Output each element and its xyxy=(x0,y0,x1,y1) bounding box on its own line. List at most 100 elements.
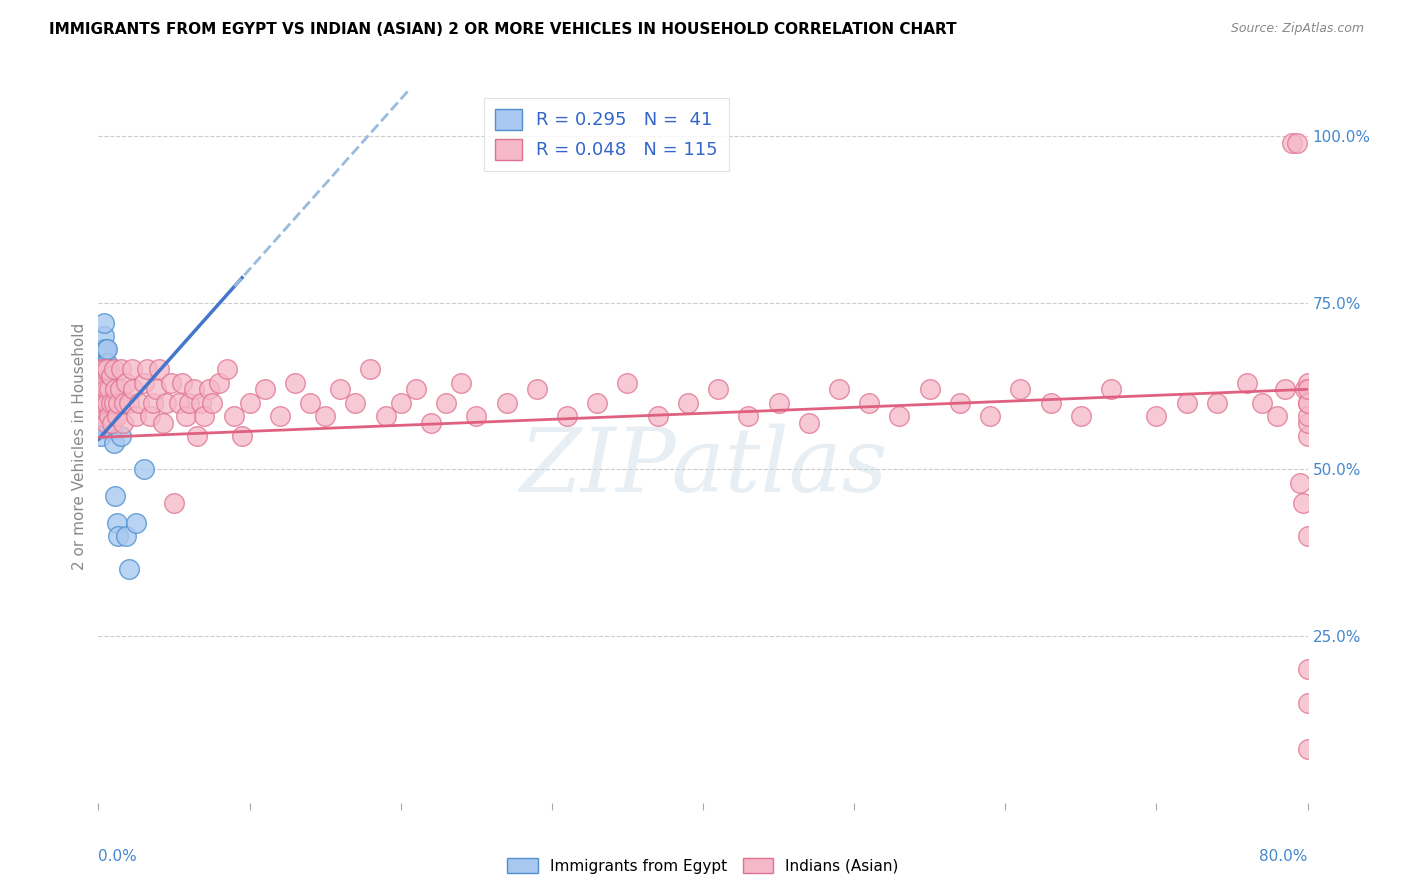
Point xyxy=(1099,382,1122,396)
Text: IMMIGRANTS FROM EGYPT VS INDIAN (ASIAN) 2 OR MORE VEHICLES IN HOUSEHOLD CORRELAT: IMMIGRANTS FROM EGYPT VS INDIAN (ASIAN) … xyxy=(49,22,957,37)
Point xyxy=(949,395,972,409)
Point xyxy=(1251,395,1274,409)
Point xyxy=(434,395,457,409)
Point xyxy=(160,376,183,390)
Point xyxy=(98,409,121,423)
Point xyxy=(768,395,790,409)
Point xyxy=(1070,409,1092,423)
Point xyxy=(94,395,117,409)
Point xyxy=(1296,696,1319,710)
Point xyxy=(98,382,121,396)
Point xyxy=(889,409,911,423)
Point xyxy=(152,416,174,430)
Point xyxy=(110,429,132,443)
Point xyxy=(1292,496,1315,510)
Point xyxy=(139,409,162,423)
Point xyxy=(1296,429,1319,443)
Point xyxy=(224,409,246,423)
Point xyxy=(96,362,118,376)
Point xyxy=(208,376,231,390)
Point xyxy=(89,395,111,409)
Point xyxy=(93,395,115,409)
Point xyxy=(1285,136,1308,150)
Text: ZIPatlas: ZIPatlas xyxy=(519,424,887,511)
Point xyxy=(299,395,322,409)
Legend: Immigrants from Egypt, Indians (Asian): Immigrants from Egypt, Indians (Asian) xyxy=(501,852,905,880)
Point xyxy=(101,416,124,430)
Point xyxy=(526,382,548,396)
Point xyxy=(495,395,517,409)
Point xyxy=(110,362,132,376)
Point xyxy=(450,376,472,390)
Point xyxy=(93,362,115,376)
Point xyxy=(89,395,111,409)
Point xyxy=(90,362,112,376)
Point xyxy=(284,376,307,390)
Point xyxy=(103,435,125,450)
Point xyxy=(389,395,412,409)
Point xyxy=(111,416,134,430)
Point xyxy=(1294,382,1316,396)
Point xyxy=(707,382,730,396)
Point xyxy=(174,409,197,423)
Point xyxy=(100,376,122,390)
Point xyxy=(170,376,193,390)
Point xyxy=(89,422,111,436)
Point xyxy=(647,409,669,423)
Point xyxy=(344,395,367,409)
Point xyxy=(135,362,157,376)
Point xyxy=(465,409,488,423)
Point xyxy=(90,409,112,423)
Point xyxy=(100,395,122,409)
Point xyxy=(145,382,167,396)
Point xyxy=(148,362,170,376)
Point xyxy=(93,389,115,403)
Point xyxy=(128,395,150,409)
Point xyxy=(1267,409,1289,423)
Point xyxy=(737,409,759,423)
Point xyxy=(1296,395,1319,409)
Point xyxy=(1296,529,1319,543)
Point xyxy=(90,382,112,396)
Point xyxy=(91,362,114,376)
Point xyxy=(405,382,427,396)
Point xyxy=(1296,416,1319,430)
Point xyxy=(118,395,141,409)
Point xyxy=(118,562,141,576)
Point xyxy=(269,409,291,423)
Point xyxy=(1039,395,1062,409)
Point xyxy=(121,362,143,376)
Point xyxy=(93,362,115,376)
Point xyxy=(114,529,136,543)
Point xyxy=(100,395,122,409)
Point xyxy=(103,395,125,409)
Text: 0.0%: 0.0% xyxy=(98,849,138,864)
Point xyxy=(90,429,112,443)
Point xyxy=(103,362,125,376)
Point xyxy=(1296,382,1319,396)
Point xyxy=(91,382,114,396)
Point xyxy=(93,349,115,363)
Point xyxy=(167,395,190,409)
Point xyxy=(1144,409,1167,423)
Point xyxy=(1296,742,1319,756)
Point xyxy=(179,395,201,409)
Point xyxy=(586,395,609,409)
Point xyxy=(1236,376,1258,390)
Point xyxy=(186,429,208,443)
Point xyxy=(107,395,129,409)
Point xyxy=(231,429,253,443)
Point xyxy=(197,382,219,396)
Point xyxy=(94,382,117,396)
Point xyxy=(112,395,135,409)
Point xyxy=(108,382,131,396)
Point xyxy=(329,382,352,396)
Point xyxy=(91,356,114,370)
Point xyxy=(374,409,396,423)
Point xyxy=(190,395,212,409)
Point xyxy=(125,409,148,423)
Point xyxy=(114,376,136,390)
Point xyxy=(125,516,148,530)
Point xyxy=(858,395,880,409)
Point xyxy=(96,395,118,409)
